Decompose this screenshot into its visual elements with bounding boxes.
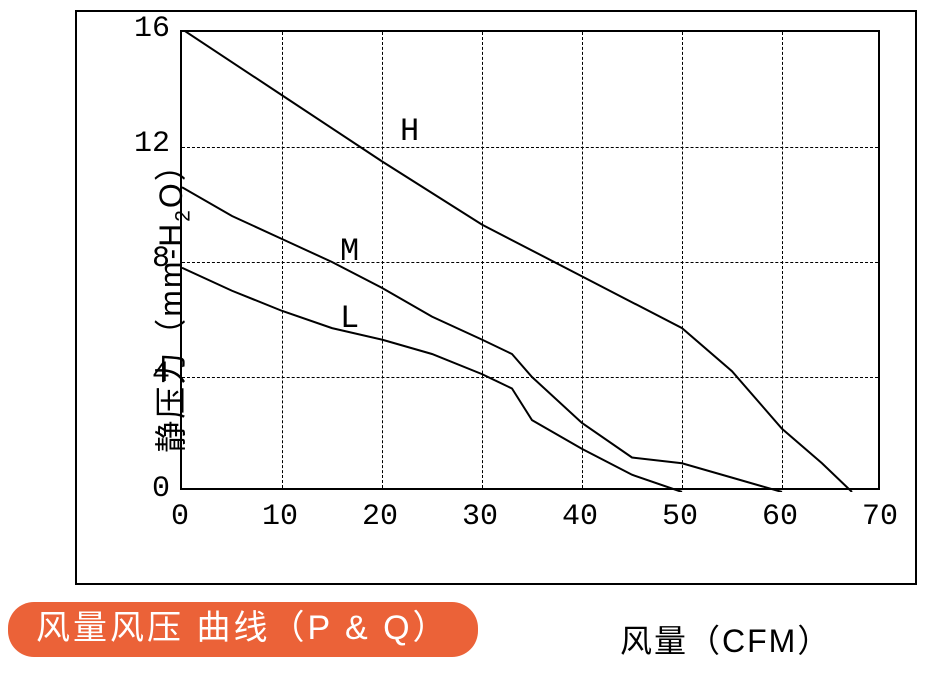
y-tick-label: 8 <box>110 242 170 276</box>
gridline-v <box>282 32 283 488</box>
x-tick-label: 0 <box>171 500 189 534</box>
y-tick-label: 0 <box>110 472 170 506</box>
x-tick-label: 30 <box>462 500 498 534</box>
series-l <box>182 268 682 492</box>
gridline-v <box>482 32 483 488</box>
y-axis-label: 静压力（mm-H2O） <box>146 147 195 453</box>
x-tick-label: 40 <box>562 500 598 534</box>
gridline-v <box>682 32 683 488</box>
y-tick-label: 16 <box>110 12 170 46</box>
gridline-v <box>782 32 783 488</box>
x-tick-label: 20 <box>362 500 398 534</box>
series-label-h: H <box>400 113 419 150</box>
x-tick-label: 10 <box>262 500 298 534</box>
y-tick-label: 12 <box>110 127 170 161</box>
gridline-h <box>182 377 878 378</box>
title-badge: 风量风压 曲线（P & Q） <box>8 602 478 657</box>
gridline-v <box>382 32 383 488</box>
chart-plot-area <box>180 30 880 490</box>
x-tick-label: 70 <box>862 500 898 534</box>
series-label-m: M <box>340 233 359 270</box>
series-label-l: L <box>340 300 359 337</box>
y-tick-label: 4 <box>110 357 170 391</box>
x-tick-label: 60 <box>762 500 798 534</box>
x-tick-label: 50 <box>662 500 698 534</box>
x-axis-label: 风量（CFM） <box>620 616 831 662</box>
gridline-v <box>582 32 583 488</box>
gridline-h <box>182 262 878 263</box>
gridline-h <box>182 147 878 148</box>
